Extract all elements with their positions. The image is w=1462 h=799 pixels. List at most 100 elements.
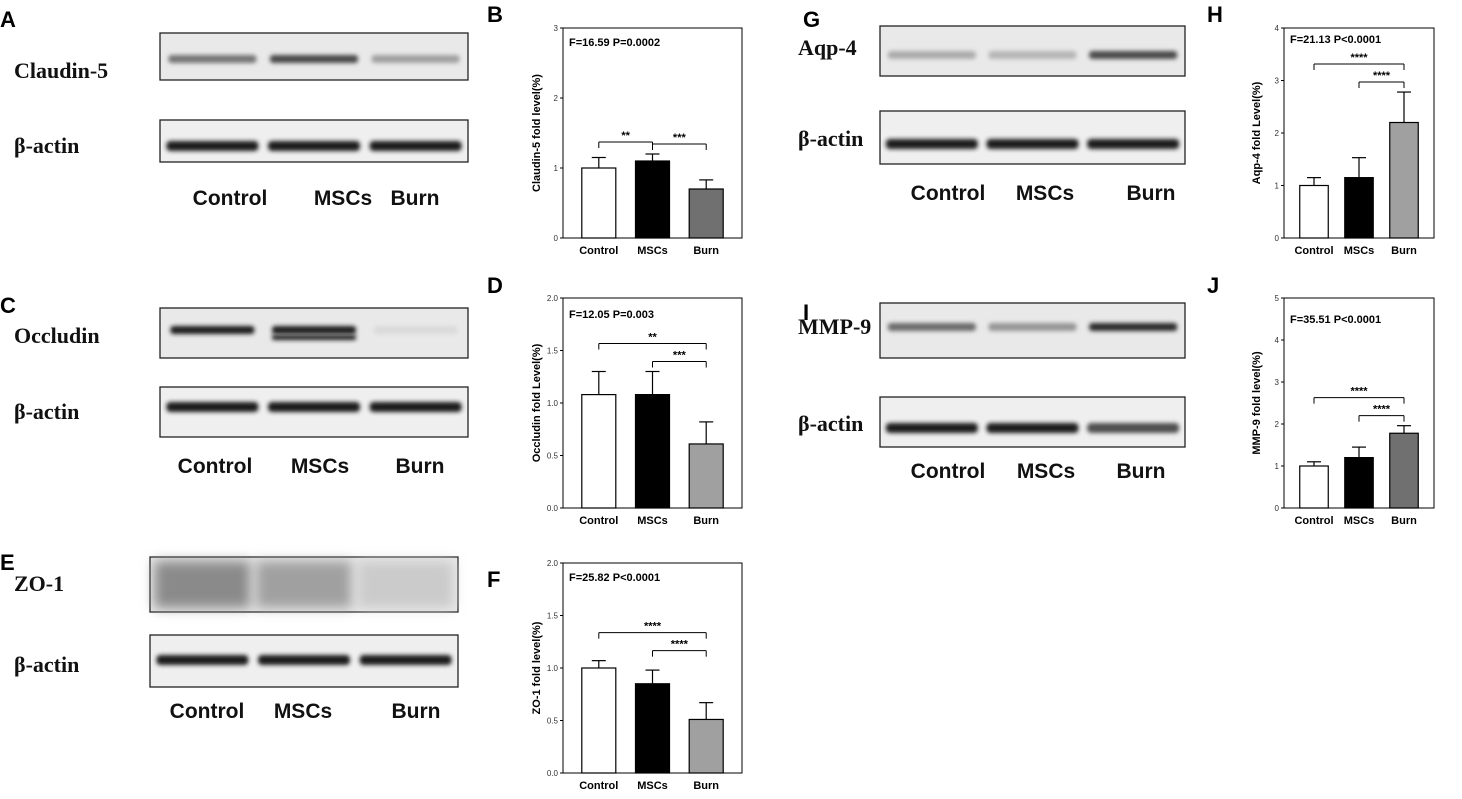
y-tick-label: 0.5: [547, 717, 559, 726]
actin-band: [885, 423, 978, 433]
bar: [1299, 184, 1329, 239]
blot-panel-C: C Occludin β-actin Control MSCs Burn: [0, 293, 469, 478]
lane-label: MSCs: [1017, 460, 1075, 483]
category-label: Control: [579, 245, 618, 257]
target-band: [1089, 323, 1178, 331]
lane-label: Burn: [1117, 460, 1166, 483]
panel-letter: I: [803, 300, 809, 325]
anova-statistic: F=35.51 P<0.0001: [1290, 314, 1381, 326]
y-tick-label: 0: [1275, 504, 1280, 513]
blot-panel-A: A Claudin-5 β-actin Control MSCs Burn: [0, 7, 469, 210]
category-label: MSCs: [637, 515, 668, 527]
lane-label: Burn: [392, 700, 441, 723]
actin-band: [359, 655, 452, 665]
panel-letter: A: [0, 7, 16, 32]
y-tick-label: 0: [1275, 234, 1280, 243]
y-tick-label: 3: [1275, 77, 1280, 86]
lane-label: MSCs: [291, 455, 349, 478]
target-band: [988, 51, 1077, 59]
category-label: MSCs: [1344, 515, 1375, 527]
category-label: Burn: [1391, 245, 1417, 257]
y-tick-label: 2.0: [547, 559, 559, 568]
loading-control-label: β-actin: [14, 133, 79, 158]
y-tick-label: 1.5: [547, 612, 559, 621]
actin-band: [369, 402, 462, 412]
protein-label: Claudin-5: [14, 58, 108, 83]
category-label: MSCs: [637, 245, 668, 257]
panel-letter: C: [0, 293, 16, 318]
bar: [1344, 177, 1374, 239]
lane-label: Control: [911, 182, 986, 205]
y-tick-label: 3: [1275, 378, 1280, 387]
y-tick-label: 0.5: [547, 452, 559, 461]
significance-stars: ****: [644, 621, 662, 633]
panel-letter: J: [1207, 273, 1219, 298]
actin-band: [268, 141, 360, 151]
actin-band: [986, 139, 1079, 149]
y-tick-label: 1.0: [547, 399, 559, 408]
panel-letter: B: [487, 2, 503, 27]
anova-statistic: F=21.13 P<0.0001: [1290, 34, 1381, 46]
actin-band: [156, 655, 249, 665]
y-axis-label: ZO-1 fold level(%): [531, 621, 543, 714]
bar-chart-D: D F=12.05 P=0.003 0.0 0.5 1.0 1.5 2.0 Occludin …: [487, 273, 743, 527]
protein-label: Aqp-4: [798, 35, 857, 60]
actin-blot-box: [879, 396, 1186, 448]
target-band: [373, 326, 458, 334]
y-tick-label: 2: [554, 94, 559, 103]
actin-blot-box: [879, 110, 1186, 165]
panel-letter: H: [1207, 2, 1223, 27]
actin-band: [986, 423, 1079, 433]
loading-control-label: β-actin: [798, 411, 863, 436]
significance-stars: ***: [673, 132, 687, 144]
y-tick-label: 2: [1275, 129, 1280, 138]
category-label: Burn: [693, 780, 719, 792]
category-label: MSCs: [1344, 245, 1375, 257]
lane-label: MSCs: [314, 187, 372, 210]
actin-band: [166, 402, 259, 412]
anova-statistic: F=16.59 P=0.0002: [569, 37, 660, 49]
category-label: Burn: [1391, 515, 1417, 527]
bar: [688, 443, 724, 509]
y-tick-label: 1: [554, 164, 559, 173]
target-band: [988, 323, 1077, 331]
y-tick-label: 4: [1275, 24, 1280, 33]
y-tick-label: 0.0: [547, 769, 559, 778]
bar: [688, 188, 724, 239]
protein-label: MMP-9: [798, 314, 871, 339]
lane-label: Control: [911, 460, 986, 483]
target-band: [1089, 51, 1178, 59]
blot-panel-G: G Aqp-4 β-actin Control MSCs Burn: [798, 7, 1186, 205]
y-tick-label: 0.0: [547, 504, 559, 513]
loading-control-label: β-actin: [14, 399, 79, 424]
target-band: [887, 323, 976, 331]
y-axis-label: MMP-9 fold level(%): [1251, 351, 1263, 455]
bar: [581, 394, 617, 509]
category-label: MSCs: [637, 780, 668, 792]
actin-band: [1087, 423, 1180, 433]
lane-label: Control: [193, 187, 268, 210]
bar: [634, 394, 671, 509]
category-label: Control: [579, 515, 618, 527]
category-label: Burn: [693, 515, 719, 527]
y-tick-label: 3: [554, 24, 559, 33]
loading-control-label: β-actin: [798, 126, 863, 151]
lane-label: Control: [178, 455, 253, 478]
bar: [581, 667, 617, 774]
actin-band: [268, 402, 360, 412]
target-band: [168, 55, 257, 63]
target-band: [154, 561, 251, 608]
lane-label: MSCs: [1016, 182, 1074, 205]
bar: [1299, 465, 1329, 509]
panel-letter: E: [0, 550, 15, 575]
target-band: [256, 561, 352, 608]
protein-label: Occludin: [14, 323, 100, 348]
actin-band: [1087, 139, 1180, 149]
bar: [1344, 457, 1374, 509]
y-axis-label: Aqp-4 fold Level(%): [1251, 81, 1263, 184]
bar-chart-H: H F=21.13 P<0.0001 0 1 2 3 4 Aqp-4 fold Level(%…: [1207, 2, 1435, 257]
anova-statistic: F=25.82 P<0.0001: [569, 572, 660, 584]
bar-chart-B: B F=16.59 P=0.0002 0 1 2 3 Claudin-5 fold leve…: [487, 2, 743, 257]
